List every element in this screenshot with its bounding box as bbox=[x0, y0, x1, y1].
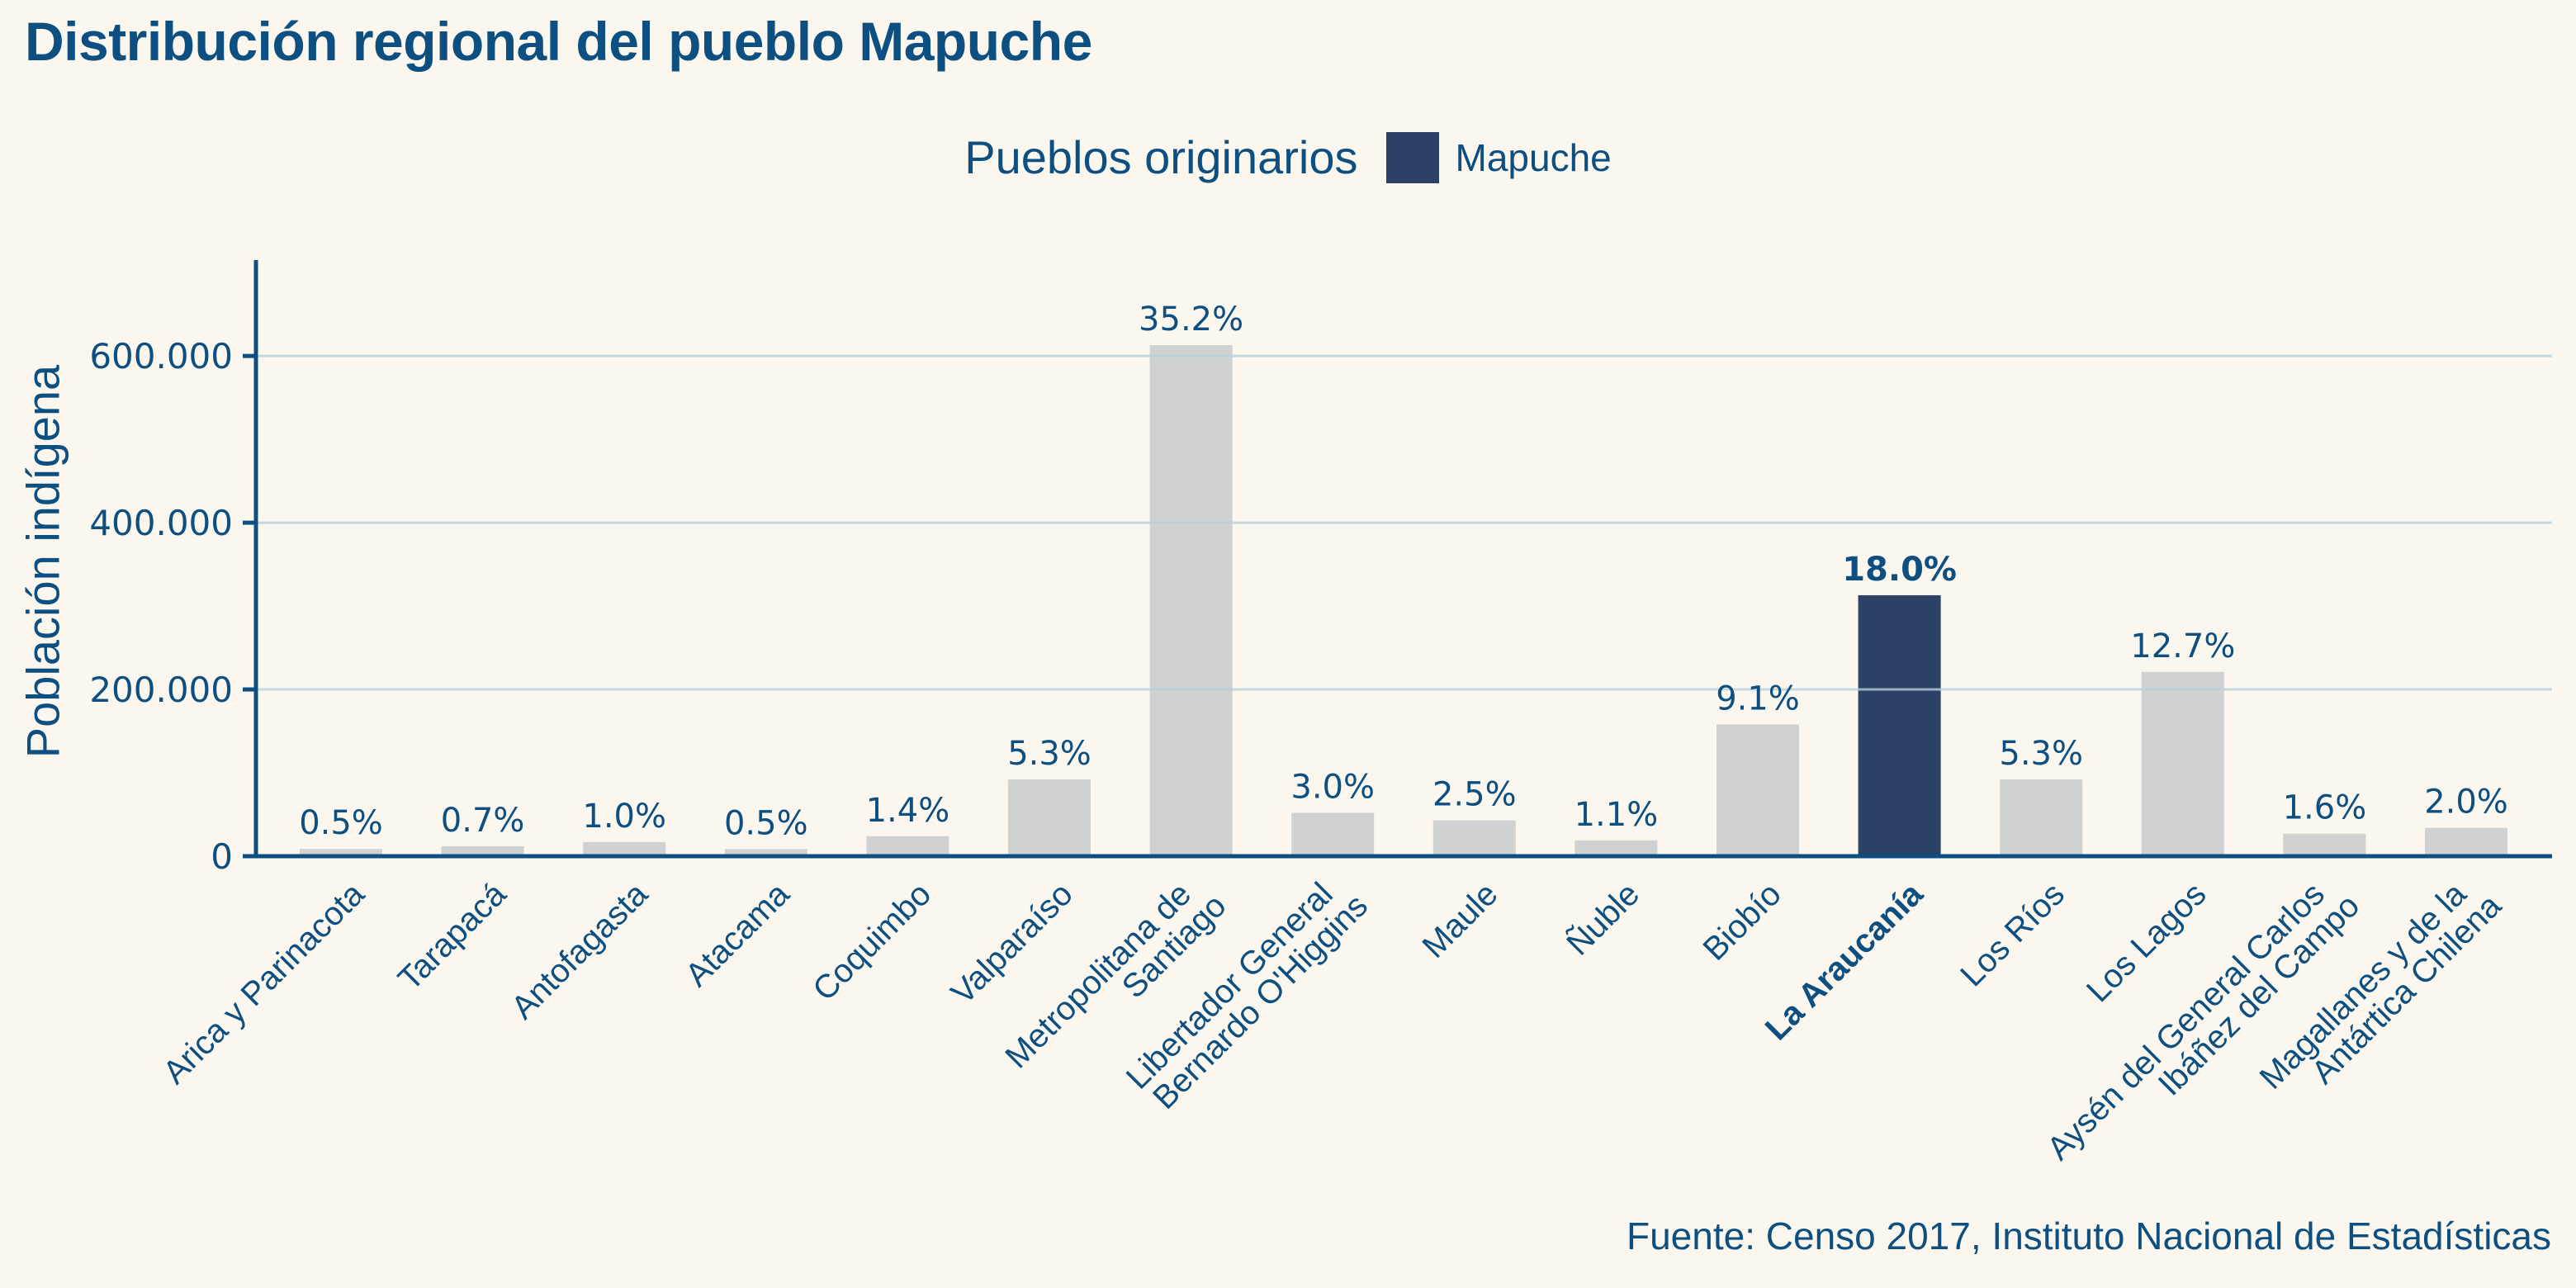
data-label-11: 18.0% bbox=[1842, 551, 1957, 589]
category-label-12: Los Ríos bbox=[1953, 876, 2072, 994]
data-label-7: 3.0% bbox=[1290, 768, 1375, 806]
data-label-2: 1.0% bbox=[582, 798, 666, 836]
category-label-2: Antofagasta bbox=[504, 875, 656, 1026]
bar-15 bbox=[2425, 827, 2507, 856]
bar-2 bbox=[583, 841, 666, 856]
bar-8 bbox=[1432, 820, 1516, 856]
category-label-3: Atacama bbox=[679, 875, 797, 993]
source-note: Fuente: Censo 2017, Instituto Nacional d… bbox=[1627, 1215, 2551, 1257]
gridlines bbox=[256, 354, 2552, 691]
category-label-4: Coquimbo bbox=[806, 876, 938, 1008]
data-label-10: 9.1% bbox=[1716, 680, 1800, 717]
data-label-6: 35.2% bbox=[1139, 301, 1243, 339]
data-label-0: 0.5% bbox=[299, 804, 383, 842]
legend: Pueblos originarios Mapuche bbox=[0, 130, 2576, 184]
y-ticks: 0 200.000 400.000 600.000 bbox=[89, 336, 256, 877]
bar-13 bbox=[2141, 671, 2224, 856]
bar-9 bbox=[1574, 840, 1658, 856]
data-label-15: 2.0% bbox=[2424, 784, 2508, 822]
data-label-14: 1.6% bbox=[2283, 789, 2367, 827]
legend-swatch-mapuche bbox=[1385, 131, 1439, 183]
data-labels: 0.5% 0.7% 1.0% 0.5% 1.4% 5.3% 35.2% 3.0% 2.5% 1.1… bbox=[299, 301, 2508, 842]
bar-5 bbox=[1008, 779, 1091, 856]
data-label-13: 12.7% bbox=[2130, 627, 2235, 665]
chart-title: Distribución regional del pueblo Mapuche bbox=[25, 11, 1092, 72]
bar-3 bbox=[724, 849, 807, 856]
bars bbox=[300, 344, 2507, 856]
bar-4 bbox=[866, 836, 949, 856]
data-label-12: 5.3% bbox=[1999, 735, 2083, 773]
y-tick-label-1: 200.000 bbox=[89, 670, 233, 710]
category-label-10: Biobío bbox=[1697, 876, 1788, 968]
bar-14 bbox=[2283, 833, 2366, 856]
data-label-9: 1.1% bbox=[1574, 796, 1659, 834]
bar-1 bbox=[441, 845, 524, 856]
bar-0 bbox=[300, 849, 382, 856]
category-label-1: Tarapacá bbox=[391, 875, 514, 997]
data-label-3: 0.5% bbox=[724, 804, 808, 842]
legend-title: Pueblos originarios bbox=[964, 131, 1358, 183]
bar-11 bbox=[1858, 594, 1941, 856]
data-label-8: 2.5% bbox=[1432, 776, 1517, 814]
y-tick-label-3: 600.000 bbox=[89, 336, 233, 376]
data-label-1: 0.7% bbox=[441, 802, 525, 840]
bar-7 bbox=[1291, 812, 1375, 856]
data-label-4: 1.4% bbox=[866, 792, 950, 830]
bar-10 bbox=[1717, 724, 1799, 856]
y-tick-label-0: 0 bbox=[211, 836, 233, 877]
category-label-8: Maule bbox=[1415, 876, 1504, 965]
category-label-0: Arica y Parinacota bbox=[156, 875, 372, 1091]
bar-6 bbox=[1149, 344, 1233, 856]
bar-12 bbox=[2000, 779, 2083, 856]
category-label-9: Ñuble bbox=[1560, 875, 1647, 963]
legend-label-mapuche: Mapuche bbox=[1455, 135, 1612, 179]
data-label-5: 5.3% bbox=[1007, 735, 1091, 773]
y-tick-label-2: 400.000 bbox=[89, 503, 233, 543]
axes bbox=[243, 260, 2552, 859]
